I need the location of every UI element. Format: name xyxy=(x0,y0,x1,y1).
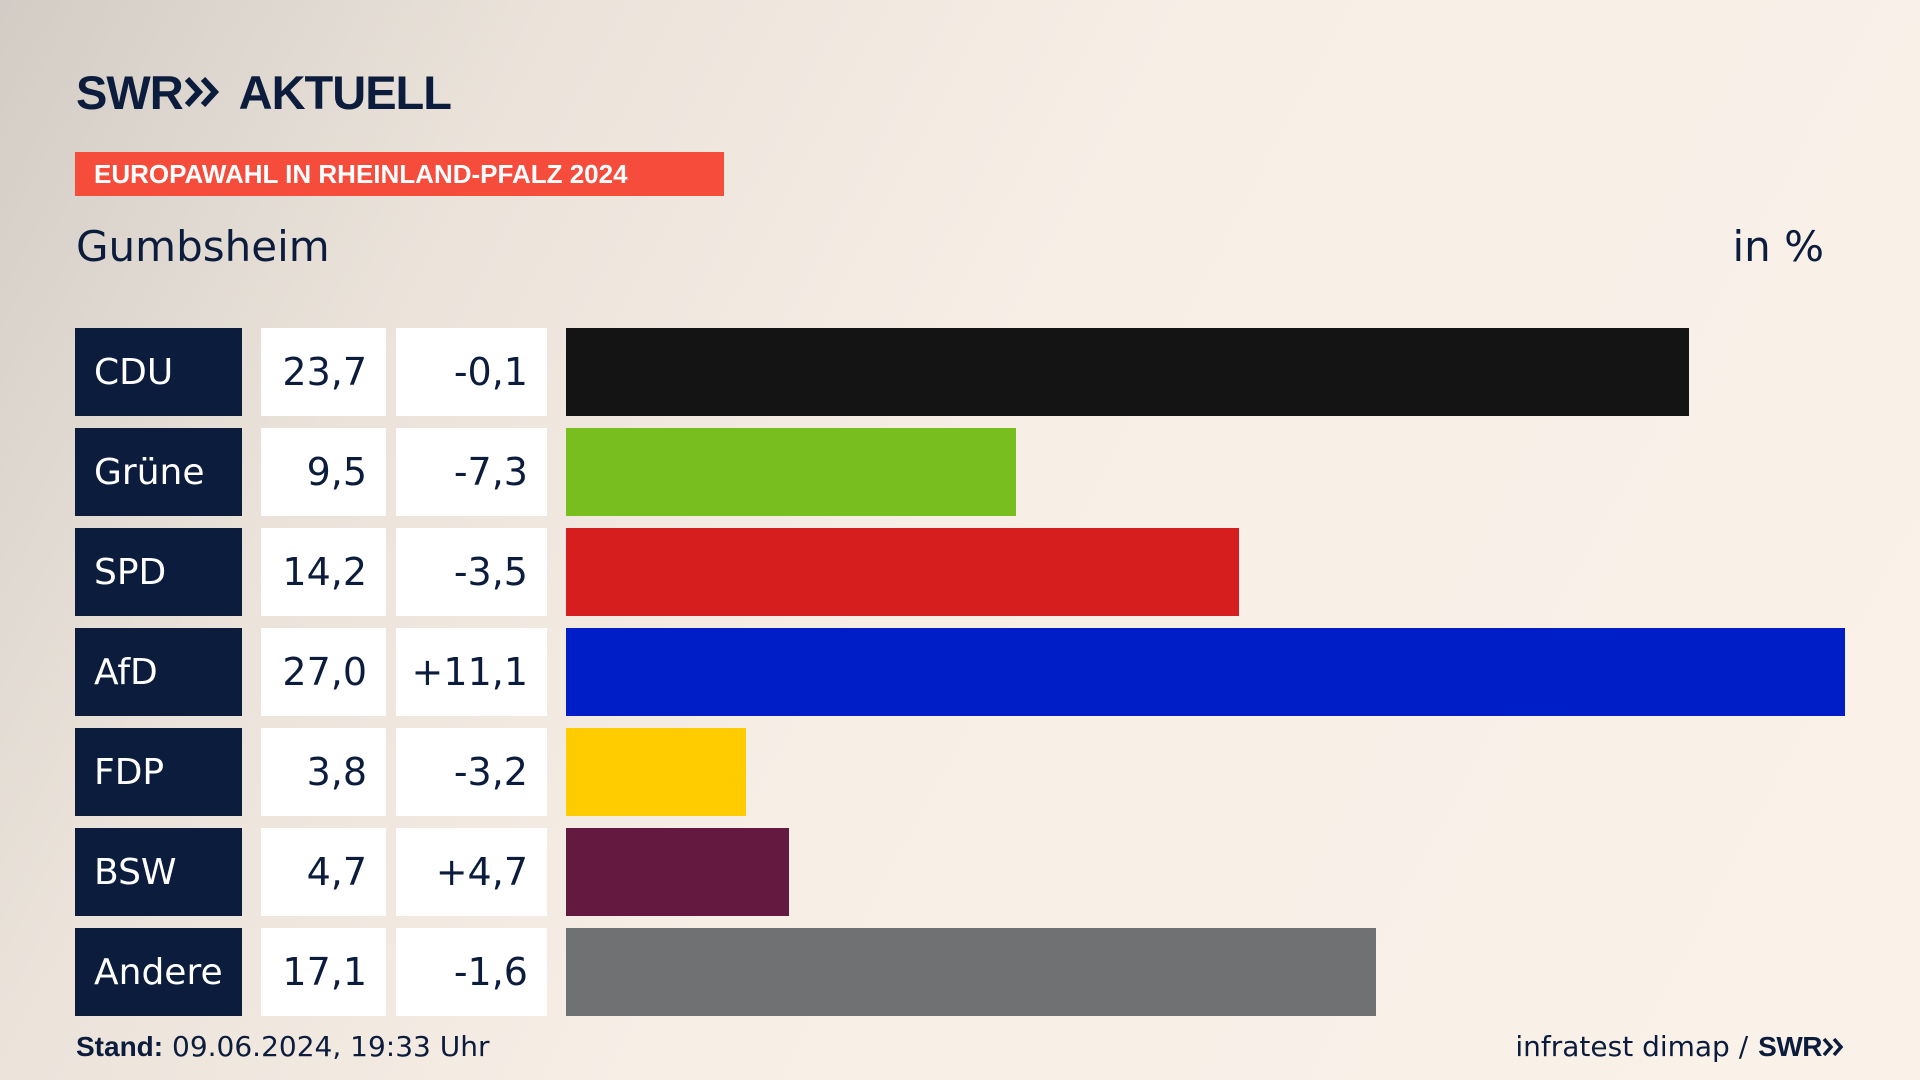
stand-label: Stand: xyxy=(76,1031,164,1062)
vote-share-change: -3,2 xyxy=(396,728,547,816)
result-row-spd: SPD 14,2 -3,5 xyxy=(0,528,1920,616)
vote-share-value: 9,5 xyxy=(261,428,386,516)
result-row-fdp: FDP 3,8 -3,2 xyxy=(0,728,1920,816)
source-credit: infratest dimap / SWR xyxy=(1515,1030,1844,1063)
vote-share-value: 27,0 xyxy=(261,628,386,716)
timestamp: Stand: 09.06.2024, 19:33 Uhr xyxy=(76,1030,489,1063)
election-banner: EUROPAWAHL IN RHEINLAND-PFALZ 2024 xyxy=(75,152,724,196)
result-row-cdu: CDU 23,7 -0,1 xyxy=(0,328,1920,416)
result-row-grüne: Grüne 9,5 -7,3 xyxy=(0,428,1920,516)
vote-share-value: 4,7 xyxy=(261,828,386,916)
vote-share-change: -7,3 xyxy=(396,428,547,516)
logo-brand: SWR xyxy=(76,65,184,119)
unit-label: in % xyxy=(1732,222,1824,271)
footer-chevron-icon xyxy=(1822,1037,1844,1056)
result-row-andere: Andere 17,1 -1,6 xyxy=(0,928,1920,1016)
party-label: Grüne xyxy=(75,428,242,516)
party-label: BSW xyxy=(75,828,242,916)
party-label: AfD xyxy=(75,628,242,716)
result-bar xyxy=(566,628,1845,716)
vote-share-change: +11,1 xyxy=(396,628,547,716)
vote-share-value: 3,8 xyxy=(261,728,386,816)
result-bar xyxy=(566,428,1016,516)
result-bar xyxy=(566,528,1239,616)
swr-aktuell-logo: SWR AKTUELL xyxy=(76,65,452,119)
result-bar xyxy=(566,928,1376,1016)
vote-share-value: 23,7 xyxy=(261,328,386,416)
party-label: CDU xyxy=(75,328,242,416)
result-row-bsw: BSW 4,7 +4,7 xyxy=(0,828,1920,916)
vote-share-value: 14,2 xyxy=(261,528,386,616)
vote-share-change: -3,5 xyxy=(396,528,547,616)
vote-share-change: -1,6 xyxy=(396,928,547,1016)
party-label: FDP xyxy=(75,728,242,816)
double-chevron-icon xyxy=(184,77,221,107)
vote-share-value: 17,1 xyxy=(261,928,386,1016)
stand-value: 09.06.2024, 19:33 Uhr xyxy=(163,1030,490,1063)
party-label: SPD xyxy=(75,528,242,616)
result-bar xyxy=(566,828,789,916)
logo-name: AKTUELL xyxy=(238,65,452,119)
footer-swr-logo: SWR xyxy=(1758,1031,1844,1063)
result-row-afd: AfD 27,0 +11,1 xyxy=(0,628,1920,716)
footer-brand: SWR xyxy=(1758,1030,1822,1062)
vote-share-change: -0,1 xyxy=(396,328,547,416)
place-title: Gumbsheim xyxy=(76,222,330,271)
vote-share-change: +4,7 xyxy=(396,828,547,916)
source-label: infratest dimap / xyxy=(1515,1030,1749,1063)
party-label: Andere xyxy=(75,928,242,1016)
result-bar xyxy=(566,328,1689,416)
result-bar xyxy=(566,728,746,816)
